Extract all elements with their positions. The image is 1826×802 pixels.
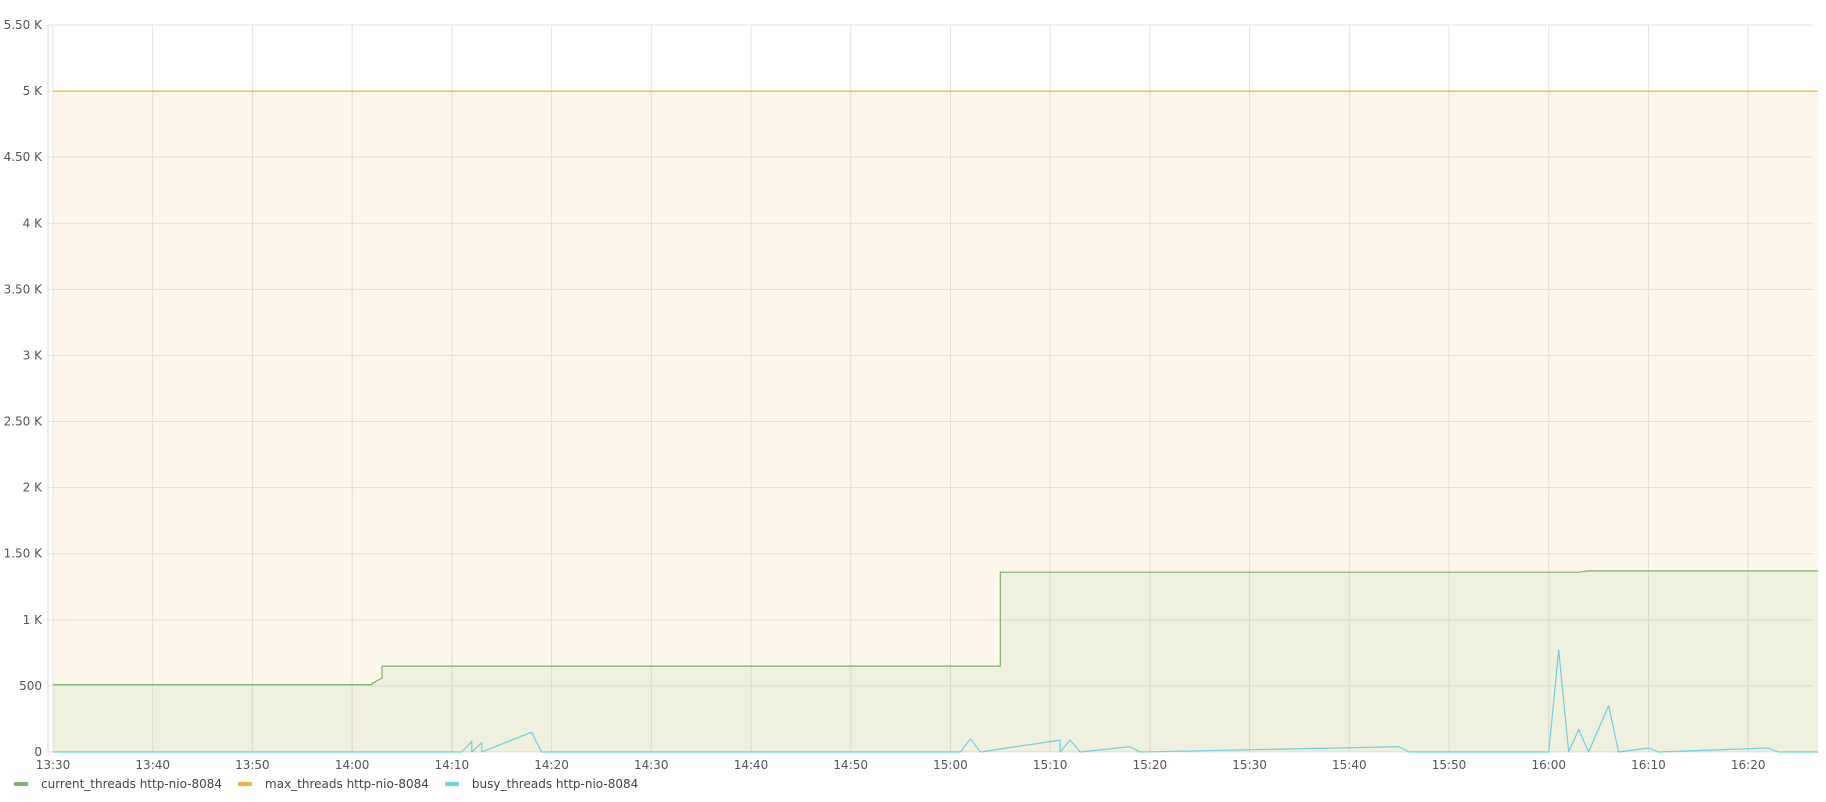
y-tick-label: 3.50 K [4,282,44,296]
x-tick-label: 15:40 [1332,758,1367,772]
x-tick-label: 15:00 [933,758,968,772]
y-tick-label: 4 K [23,216,43,230]
y-tick-label: 1.50 K [4,547,44,561]
legend-swatch-busy-threads [444,782,459,786]
y-tick-label: 500 [19,679,42,693]
x-tick-label: 13:50 [235,758,270,772]
legend-label-current-threads: current_threads http-nio-8084 [41,777,223,791]
x-tick-label: 14:00 [335,758,370,772]
y-tick-label: 3 K [23,348,43,362]
x-tick-label: 15:10 [1033,758,1068,772]
series-line-current-threads-http-nio-8084[interactable] [53,570,1818,686]
x-tick-label: 15:50 [1432,758,1467,772]
y-tick-label: 5.50 K [4,18,44,32]
x-tick-label: 13:40 [135,758,170,772]
legend-item-busy-threads[interactable]: busy_threads http-nio-8084 [444,777,639,791]
y-tick-label: 0 [34,745,42,759]
x-axis-ticks: 13:30 13:40 13:50 14:00 14:10 14:20 14:30 14:40… [36,758,1766,772]
x-tick-label: 13:30 [36,758,71,772]
x-tick-label: 14:20 [534,758,569,772]
x-tick-label: 14:10 [435,758,470,772]
legend-swatch-current-threads [14,782,28,786]
y-tick-label: 2 K [23,481,43,495]
x-tick-label: 14:30 [634,758,669,772]
x-tick-label: 14:50 [833,758,868,772]
y-axis-ticks: 0 500 1 K 1.50 K 2 K 2.50 K 3 K 3.50 K 4 K 4.50 K… [4,18,44,759]
legend-item-current-threads[interactable]: current_threads http-nio-8084 [14,777,222,791]
x-tick-label: 15:20 [1133,758,1168,772]
legend-label-max-threads: max_threads http-nio-8084 [265,777,429,791]
series-lines [53,90,1818,753]
x-tick-label: 16:00 [1531,758,1566,772]
x-tick-label: 16:20 [1731,758,1766,772]
legend-swatch-max-threads [238,782,253,786]
series-areas [53,91,1818,753]
legend-item-max-threads[interactable]: max_threads http-nio-8084 [238,777,429,791]
series-line-busy-threads-http-nio-8084[interactable] [53,649,1818,753]
y-tick-label: 4.50 K [4,150,44,164]
y-tick-label: 5 K [23,84,43,98]
x-tick-label: 16:10 [1631,758,1666,772]
x-tick-label: 15:30 [1232,758,1267,772]
series-area-max-threads-http-nio-8084 [53,91,1818,753]
legend-label-busy-threads: busy_threads http-nio-8084 [471,777,639,791]
series-area-current-threads-http-nio-8084 [53,570,1818,752]
x-tick-label: 14:40 [734,758,769,772]
y-tick-label: 2.50 K [4,415,44,429]
legend: current_threads http-nio-8084 max_thread… [14,777,638,791]
y-tick-label: 1 K [23,613,43,627]
